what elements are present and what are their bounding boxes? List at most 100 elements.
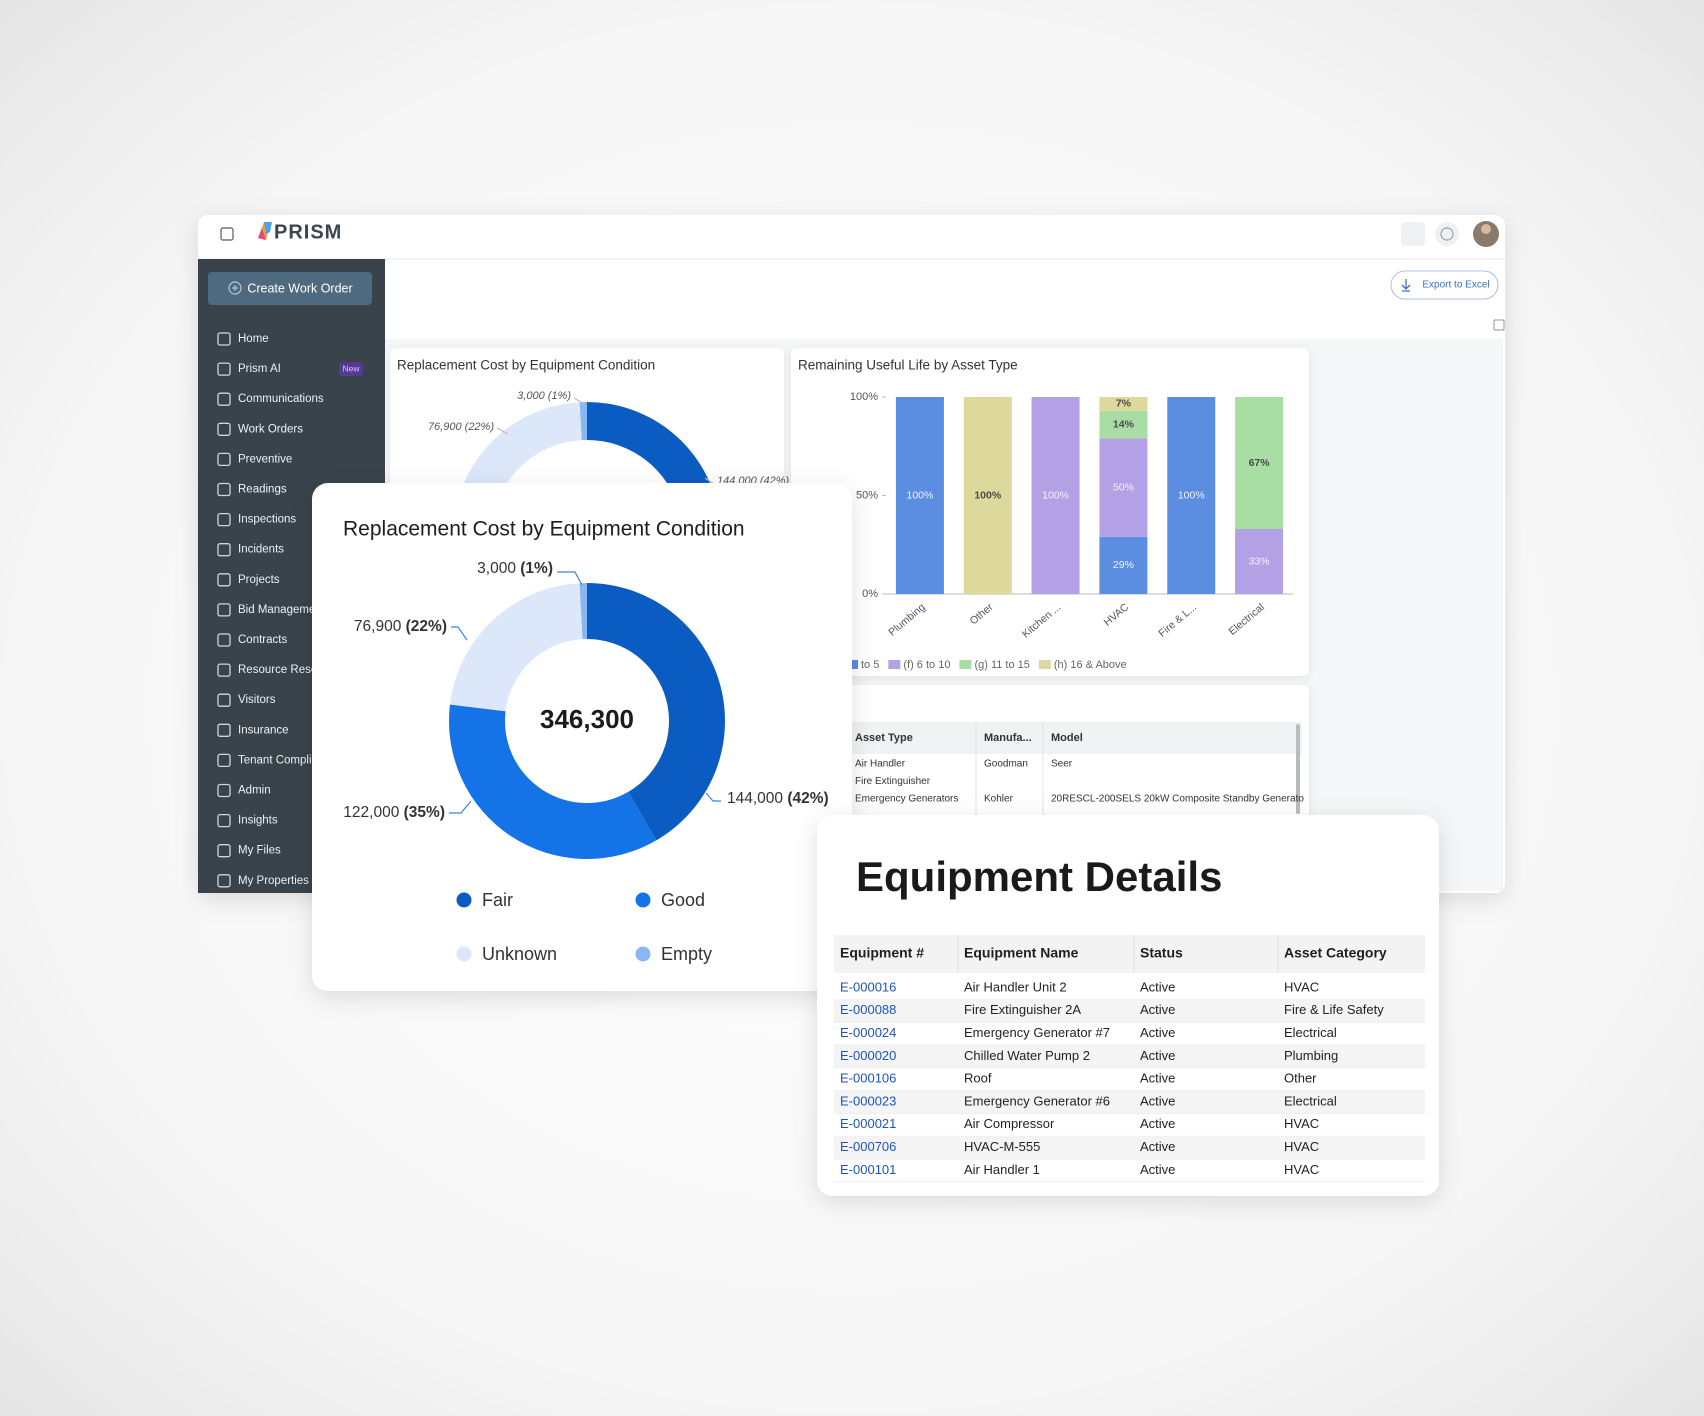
nav-label[interactable]: Tenant Compli [238,754,312,766]
value: 76,900 [354,618,402,635]
nav-icon [217,543,231,557]
sidebar-toggle[interactable] [220,227,234,241]
equipment-link[interactable]: E-000016 [840,979,896,994]
help-button[interactable] [1435,222,1459,246]
table-cell: Active [1140,1048,1175,1063]
panel-icon[interactable] [1493,319,1505,331]
equipment-link[interactable]: E-000101 [840,1162,896,1177]
card-title: Equipment Details [856,853,1222,900]
equipment-link[interactable]: E-000024 [840,1025,896,1040]
table-cell: Kohler [984,794,1014,805]
donut-card: Replacement Cost by Equipment Condition … [312,483,852,991]
bar-segment [1031,397,1080,594]
table-cell: Electrical [1284,1025,1337,1040]
legend-label[interactable]: Unknown [482,944,557,964]
logo-mark [264,222,272,234]
nav-icon [217,783,231,798]
value: 122,000 [343,804,399,821]
column-header: Asset Category [1284,945,1387,961]
legend-label[interactable]: Fair [482,890,513,910]
legend-label[interactable]: (g) 11 to 15 [974,659,1029,671]
y-tick-label: 0% [862,588,878,600]
nav-label[interactable]: Insurance [238,724,289,736]
leader-line [496,427,509,435]
nav-icon [217,422,231,436]
column-header: Equipment # [840,945,924,961]
create-button[interactable] [208,272,372,305]
nav-label[interactable]: Communications [238,393,324,405]
value-label: 3,000 (1%) [517,390,571,402]
legend-label[interactable]: (h) 16 & Above [1054,659,1127,671]
nav-icon [217,392,231,406]
table-cell: Goodman [984,759,1028,770]
nav-label[interactable]: Readings [238,484,287,496]
scrollbar[interactable] [1296,724,1300,814]
donut-slice [449,583,583,712]
value-label: 29% [1113,559,1134,571]
export-button[interactable] [1390,270,1499,300]
value-label: 100% [1178,489,1205,501]
nav-label[interactable]: Insights [238,815,278,827]
legend-label[interactable]: Good [661,890,705,910]
column-header: Model [1051,732,1083,744]
column-header: Equipment Name [964,945,1079,961]
card-title: Replacement Cost by Equipment Condition [397,358,655,373]
equipment-link[interactable]: E-000106 [840,1071,896,1086]
export-label[interactable]: Export to Excel [1422,280,1489,291]
equipment-link[interactable]: E-000088 [840,1002,896,1017]
leader-line [557,571,583,586]
nav-label[interactable]: Bid Manageme [238,604,315,616]
nav-label[interactable]: Work Orders [238,423,303,435]
nav-label[interactable]: Contracts [238,634,287,646]
value-label: 50% [1113,481,1134,493]
equipment-link[interactable]: E-000706 [840,1139,896,1154]
equipment-card: Equipment Details Equipment # Equipment N… [817,815,1439,1196]
nav-label[interactable]: Visitors [238,694,276,706]
table-cell: Active [1140,1093,1175,1108]
value: 3,000 [477,560,516,577]
nav-label[interactable]: Preventive [238,453,292,465]
card-title: Replacement Cost by Equipment Condition [343,518,745,541]
value-label: 100% [1042,489,1069,501]
column-header: Manufa... [984,732,1032,744]
equipment-link[interactable]: E-000020 [840,1048,896,1063]
equipment-link[interactable]: E-000021 [840,1116,896,1131]
nav-label[interactable]: Admin [238,785,271,797]
legend-label[interactable]: Empty [661,944,712,964]
nav-label[interactable]: Incidents [238,544,284,556]
nav-icon [217,362,231,376]
table-cell: Chilled Water Pump 2 [964,1048,1090,1063]
table-cell: Air Handler 1 [964,1162,1040,1177]
nav-icon [217,573,231,587]
equipment-link[interactable]: E-000023 [840,1093,896,1108]
help-icon [1440,227,1454,241]
value: 76,900 [428,421,463,433]
percent: (22%) [406,618,447,635]
nav-label[interactable]: Projects [238,574,280,586]
row-stripe [834,1136,1425,1159]
nav-label[interactable]: Inspections [238,514,296,526]
legend-swatch [635,892,651,908]
nav-label[interactable]: My Files [238,845,281,857]
value-label: 100% [906,489,933,501]
y-tick-label: 50% [856,489,878,501]
nav-icon [217,753,231,768]
column-header: Asset Type [855,732,913,744]
create-label[interactable]: Create Work Order [247,281,352,295]
nav-icon [217,844,231,858]
value-label: 122,000 (35%) [343,804,445,821]
legend-label[interactable]: to 5 [861,659,879,671]
nav-label[interactable]: Prism AI [238,363,281,375]
legend-swatch [888,660,901,669]
nav-label[interactable]: My Properties [238,875,309,887]
table-cell: HVAC [1284,1162,1319,1177]
nav-label[interactable]: Home [238,333,269,345]
table-cell: Active [1140,979,1175,994]
team-button[interactable] [1401,222,1425,246]
nav-icon [217,723,231,737]
table-cell: Fire & Life Safety [1284,1002,1384,1017]
legend-label[interactable]: (f) 6 to 10 [903,659,950,671]
donut-slice [579,402,587,441]
nav-label[interactable]: Resource Rese [238,664,317,676]
row-stripe [834,999,1425,1023]
